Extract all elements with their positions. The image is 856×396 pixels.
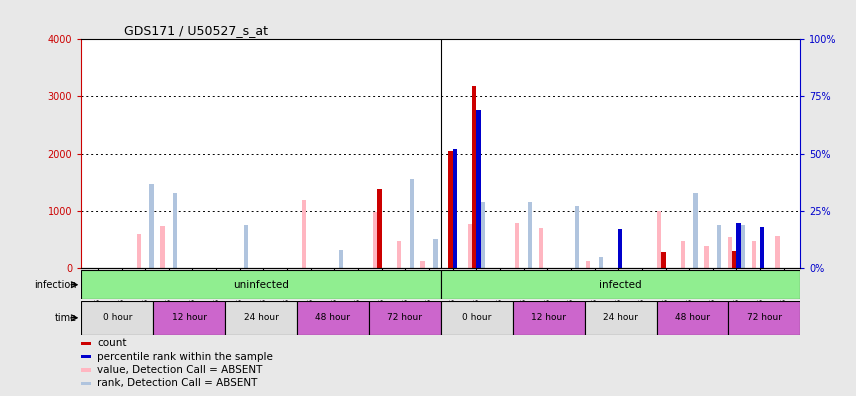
Bar [153, 301, 225, 335]
Bar [453, 149, 457, 268]
Text: percentile rank within the sample: percentile rank within the sample [97, 352, 273, 362]
Bar [373, 212, 377, 268]
Bar [137, 234, 141, 268]
Bar [150, 183, 154, 268]
Text: infected: infected [599, 280, 642, 290]
Bar [732, 251, 736, 268]
Bar [160, 226, 164, 268]
Bar [575, 206, 580, 268]
Bar [81, 368, 92, 371]
Text: infection: infection [34, 280, 77, 290]
Bar [662, 252, 665, 268]
Bar [618, 229, 622, 268]
Bar [740, 225, 745, 268]
Bar [752, 241, 756, 268]
Bar [420, 261, 425, 268]
Bar [81, 301, 153, 335]
Text: 72 hour: 72 hour [388, 313, 422, 322]
Bar [244, 225, 248, 268]
Bar [760, 227, 764, 268]
Bar [297, 301, 369, 335]
Bar [480, 202, 484, 268]
Bar [776, 236, 780, 268]
Bar [81, 355, 92, 358]
Bar [441, 270, 800, 299]
Text: 48 hour: 48 hour [316, 313, 350, 322]
Bar [586, 261, 591, 268]
Text: uninfected: uninfected [233, 280, 289, 290]
Text: 0 hour: 0 hour [103, 313, 132, 322]
Text: 24 hour: 24 hour [244, 313, 278, 322]
Text: 24 hour: 24 hour [603, 313, 638, 322]
Bar [433, 239, 437, 268]
Bar [441, 301, 513, 335]
Bar [728, 301, 800, 335]
Bar [397, 241, 401, 268]
Text: 12 hour: 12 hour [532, 313, 566, 322]
Bar [467, 224, 472, 268]
Bar [528, 202, 532, 268]
Bar [657, 301, 728, 335]
Bar [717, 225, 722, 268]
Bar [472, 86, 476, 268]
Bar [515, 223, 520, 268]
Bar [657, 211, 662, 268]
Bar [225, 301, 297, 335]
Bar [410, 179, 413, 268]
Bar [736, 223, 740, 268]
Text: 48 hour: 48 hour [675, 313, 710, 322]
Bar [339, 250, 343, 268]
Bar [369, 301, 441, 335]
Text: 72 hour: 72 hour [747, 313, 782, 322]
Bar [476, 110, 480, 268]
Text: value, Detection Call = ABSENT: value, Detection Call = ABSENT [97, 365, 263, 375]
Bar [693, 193, 698, 268]
Bar [81, 382, 92, 385]
Text: count: count [97, 338, 127, 348]
Bar [704, 246, 709, 268]
Bar [513, 301, 585, 335]
Bar [681, 241, 685, 268]
Text: 0 hour: 0 hour [462, 313, 491, 322]
Bar [81, 342, 92, 345]
Bar [302, 200, 306, 268]
Bar [599, 257, 603, 268]
Bar [585, 301, 657, 335]
Text: 12 hour: 12 hour [172, 313, 206, 322]
Bar [538, 228, 543, 268]
Bar [173, 193, 177, 268]
Text: time: time [55, 313, 77, 323]
Bar [81, 270, 441, 299]
Bar [377, 189, 382, 268]
Bar [449, 151, 453, 268]
Text: GDS171 / U50527_s_at: GDS171 / U50527_s_at [124, 24, 268, 37]
Bar [728, 238, 732, 268]
Text: rank, Detection Call = ABSENT: rank, Detection Call = ABSENT [97, 378, 258, 388]
